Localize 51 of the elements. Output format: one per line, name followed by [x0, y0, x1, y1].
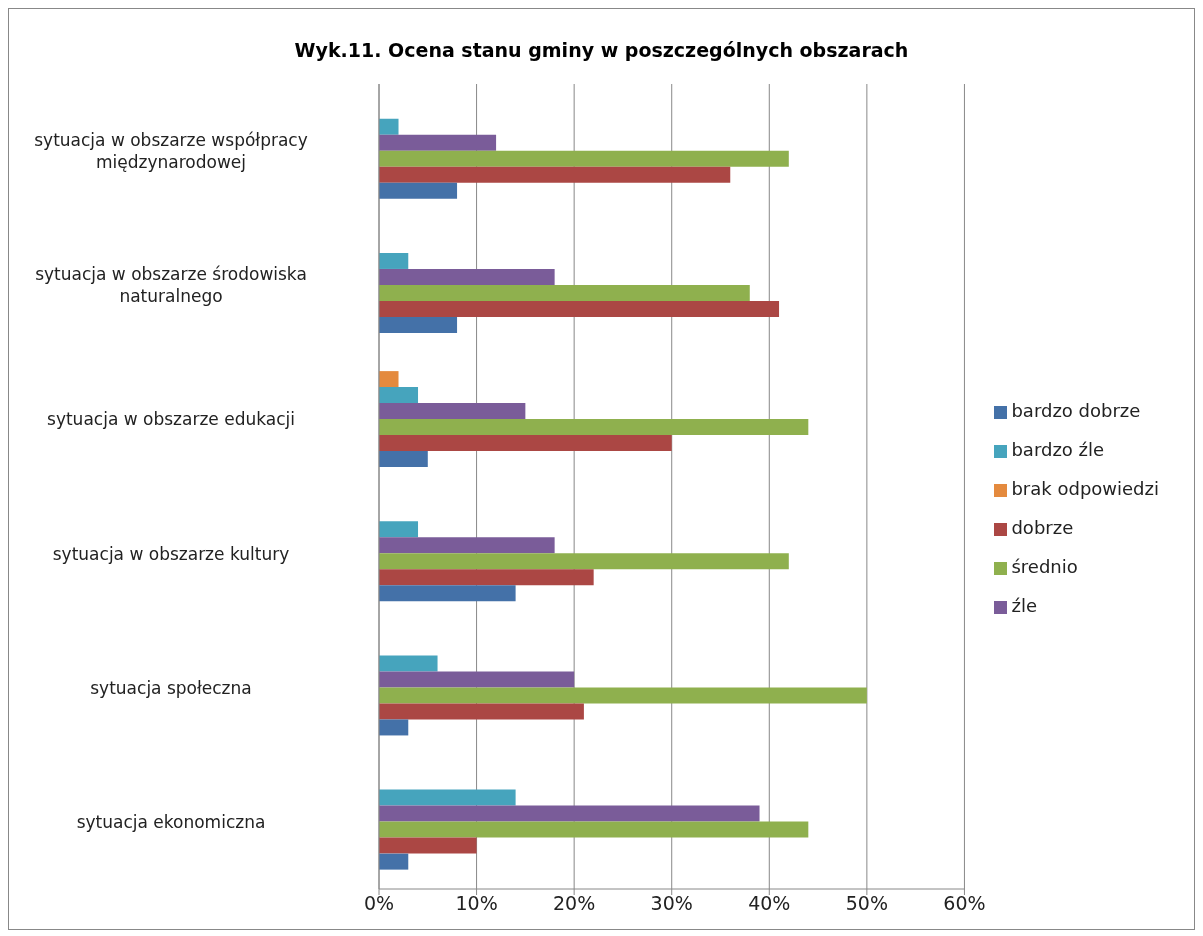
bar: [379, 805, 760, 822]
y-tick-label: sytuacja w obszarze edukacji: [47, 409, 295, 430]
chart-title: Wyk.11. Ocena stanu gminy w poszczególnych obszarach: [293, 38, 910, 63]
bar: [379, 403, 526, 420]
bar: [379, 371, 399, 388]
bar: [379, 537, 555, 554]
bar: [379, 719, 409, 736]
bar: [379, 553, 789, 570]
y-tick-label: sytuacja ekonomiczna: [76, 811, 266, 832]
bar: [379, 166, 731, 183]
y-tick-label: sytuacja w obszarze współpracy międzynarodowej: [34, 130, 308, 173]
x-tick-label: 0%: [363, 892, 395, 915]
y-tick-label: sytuacja w obszarze kultury: [52, 543, 290, 564]
legend-label: źle: [1011, 595, 1037, 616]
bar: [379, 569, 594, 586]
x-tick-label: 10%: [455, 892, 498, 915]
bar: [379, 837, 477, 854]
bar: [379, 671, 575, 688]
bar: [379, 789, 516, 806]
legend-label: średnio: [1011, 556, 1078, 577]
bar: [379, 451, 428, 468]
bar: [379, 821, 809, 838]
bar: [379, 853, 409, 870]
bar: [379, 300, 780, 317]
bar: [379, 150, 789, 167]
legend-label: dobrze: [1011, 517, 1074, 538]
legend-label: brak odpowiedzi: [1011, 478, 1159, 499]
x-tick-label: 20%: [553, 892, 596, 915]
bar: [379, 687, 867, 704]
x-tick-label: 60%: [943, 892, 986, 915]
y-tick-label: sytuacja w obszarze środowiska naturalnego: [35, 264, 307, 307]
bar: [379, 182, 458, 199]
bar: [379, 435, 672, 452]
legend-label: bardzo dobrze: [1011, 400, 1141, 421]
bar: [379, 268, 555, 285]
bar: [379, 521, 419, 538]
bar: [379, 316, 458, 333]
legend-label: bardzo źle: [1011, 439, 1105, 460]
bar: [379, 585, 516, 602]
x-tick-label: 30%: [650, 892, 693, 915]
bar: [379, 252, 409, 269]
x-tick-label: 40%: [748, 892, 791, 915]
bar: [379, 387, 419, 404]
bar: [379, 284, 750, 301]
bar: [379, 703, 584, 720]
y-tick-label: sytuacja społeczna: [90, 677, 252, 698]
x-tick-label: 50%: [845, 892, 888, 915]
bar: [379, 655, 438, 672]
bar: [379, 118, 399, 135]
bar: [379, 419, 809, 436]
bar: [379, 134, 497, 151]
